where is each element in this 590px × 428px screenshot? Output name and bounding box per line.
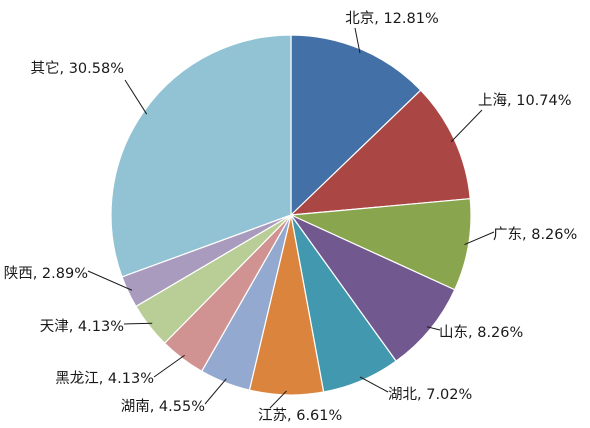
pie-slice-1 [290,34,422,217]
data-label-8: 黑龙江, 4.13% [55,370,154,387]
leader-line-8 [153,354,185,378]
data-label-2: 上海, 10.74% [478,92,572,109]
leader-line-3 [464,231,495,246]
pie-slice-3 [288,198,472,291]
data-label-7: 湖南, 4.55% [121,398,205,415]
pie-slices [110,34,472,396]
pie-slice-4 [289,213,456,362]
pie-slice-11 [110,34,292,278]
leader-line-11 [124,79,148,115]
leader-line-6 [269,390,287,409]
leader-lines [87,27,495,409]
leader-line-4 [426,326,441,331]
leader-line-7 [204,378,227,405]
leader-line-10 [87,270,133,291]
pie-slice-2 [289,89,471,216]
data-label-9: 天津, 4.13% [40,318,124,335]
leader-line-5 [359,376,389,393]
data-labels: 北京, 12.81% 上海, 10.74% 广东, 8.26% 山东, 8.26% 湖北… [4,10,578,424]
data-label-3: 广东, 8.26% [493,226,577,243]
data-label-11: 其它, 30.58% [30,59,124,77]
leader-line-2 [450,109,483,143]
leader-line-9 [123,322,153,325]
data-label-1: 北京, 12.81% [345,10,439,27]
data-label-4: 山东, 8.26% [439,324,523,341]
data-label-5: 湖北, 7.02% [388,386,472,403]
data-label-6: 江苏, 6.61% [258,407,342,424]
leader-line-1 [354,27,361,54]
data-label-10: 陕西, 2.89% [4,265,88,282]
